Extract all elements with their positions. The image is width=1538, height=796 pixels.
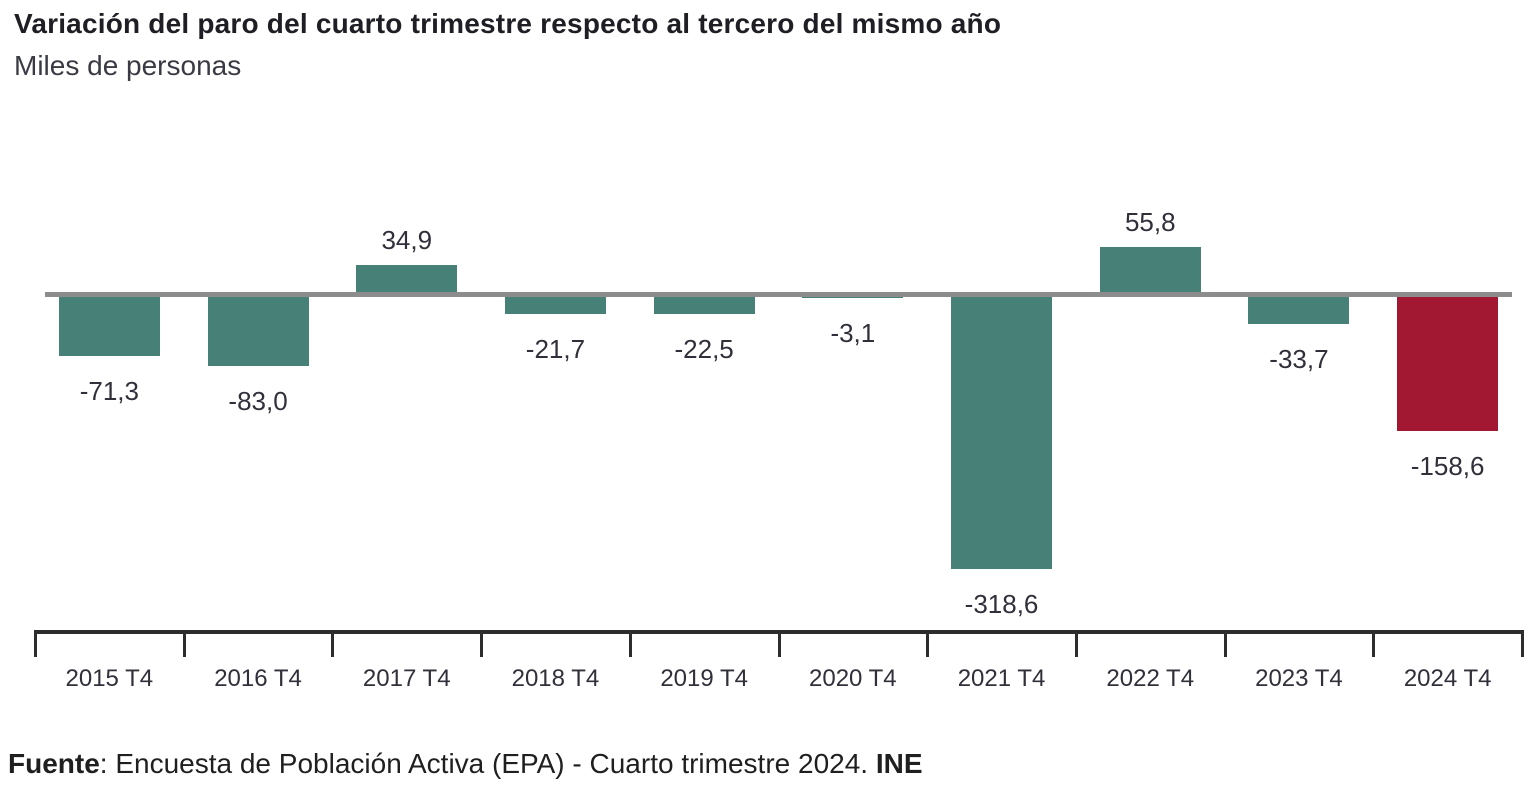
x-axis-label: 2015 T4 <box>65 665 154 692</box>
x-axis-tick <box>1521 630 1524 657</box>
zero-baseline <box>45 292 1512 297</box>
x-axis-tick <box>480 630 484 657</box>
bar-value-label: -318,6 <box>964 588 1039 619</box>
bar-value-label: 34,9 <box>381 224 433 255</box>
bar-value-label: -158,6 <box>1410 451 1485 482</box>
bar-2022-t4 <box>1099 247 1201 295</box>
source-org: INE <box>875 748 923 779</box>
x-axis-tick <box>1372 630 1376 657</box>
bar-value-label: -33,7 <box>1269 343 1329 374</box>
bar-2019-t4 <box>653 295 755 315</box>
x-axis-tick <box>34 630 37 657</box>
x-axis-tick <box>1223 630 1227 657</box>
bar-value-label: -21,7 <box>525 333 586 364</box>
bar-2016-t4 <box>207 295 309 367</box>
bar-2015-t4 <box>58 295 160 357</box>
x-axis-tick <box>777 630 781 657</box>
bar-value-label: -71,3 <box>79 376 139 407</box>
x-axis-label: 2024 T4 <box>1403 665 1492 692</box>
x-axis-label: 2019 T4 <box>660 665 748 692</box>
x-axis-tick <box>1074 630 1078 657</box>
source-label: Fuente <box>8 748 100 779</box>
x-axis-label: 2021 T4 <box>957 665 1046 692</box>
bar-2021-t4 <box>951 295 1053 569</box>
source-footer: Fuente: Encuesta de Población Activa (EP… <box>8 748 923 780</box>
bar-2018-t4 <box>504 295 606 314</box>
x-axis-label: 2022 T4 <box>1106 665 1195 692</box>
bar-value-label: -3,1 <box>830 317 876 348</box>
bar-2024-t4 <box>1397 295 1499 432</box>
x-axis-label: 2023 T4 <box>1255 665 1343 692</box>
x-axis-tick <box>331 630 335 657</box>
x-axis-label: 2018 T4 <box>511 665 600 692</box>
bar-value-label: 55,8 <box>1124 207 1176 237</box>
bar-2017-t4 <box>356 264 458 295</box>
chart-title: Variación del paro del cuarto trimestre … <box>14 8 1002 39</box>
x-axis-label: 2020 T4 <box>809 665 897 692</box>
bar-value-label: -83,0 <box>228 386 288 417</box>
x-axis-tick <box>182 630 186 657</box>
x-axis-label: 2017 T4 <box>362 665 451 692</box>
x-axis-tick <box>926 630 930 657</box>
source-text: : Encuesta de Población Activa (EPA) - C… <box>99 748 876 779</box>
chart-subtitle: Miles de personas <box>14 50 242 81</box>
x-axis-tick <box>628 630 632 657</box>
bar-2023-t4 <box>1248 295 1350 324</box>
x-axis-label: 2016 T4 <box>214 665 302 692</box>
bar-value-label: -22,5 <box>674 334 734 365</box>
